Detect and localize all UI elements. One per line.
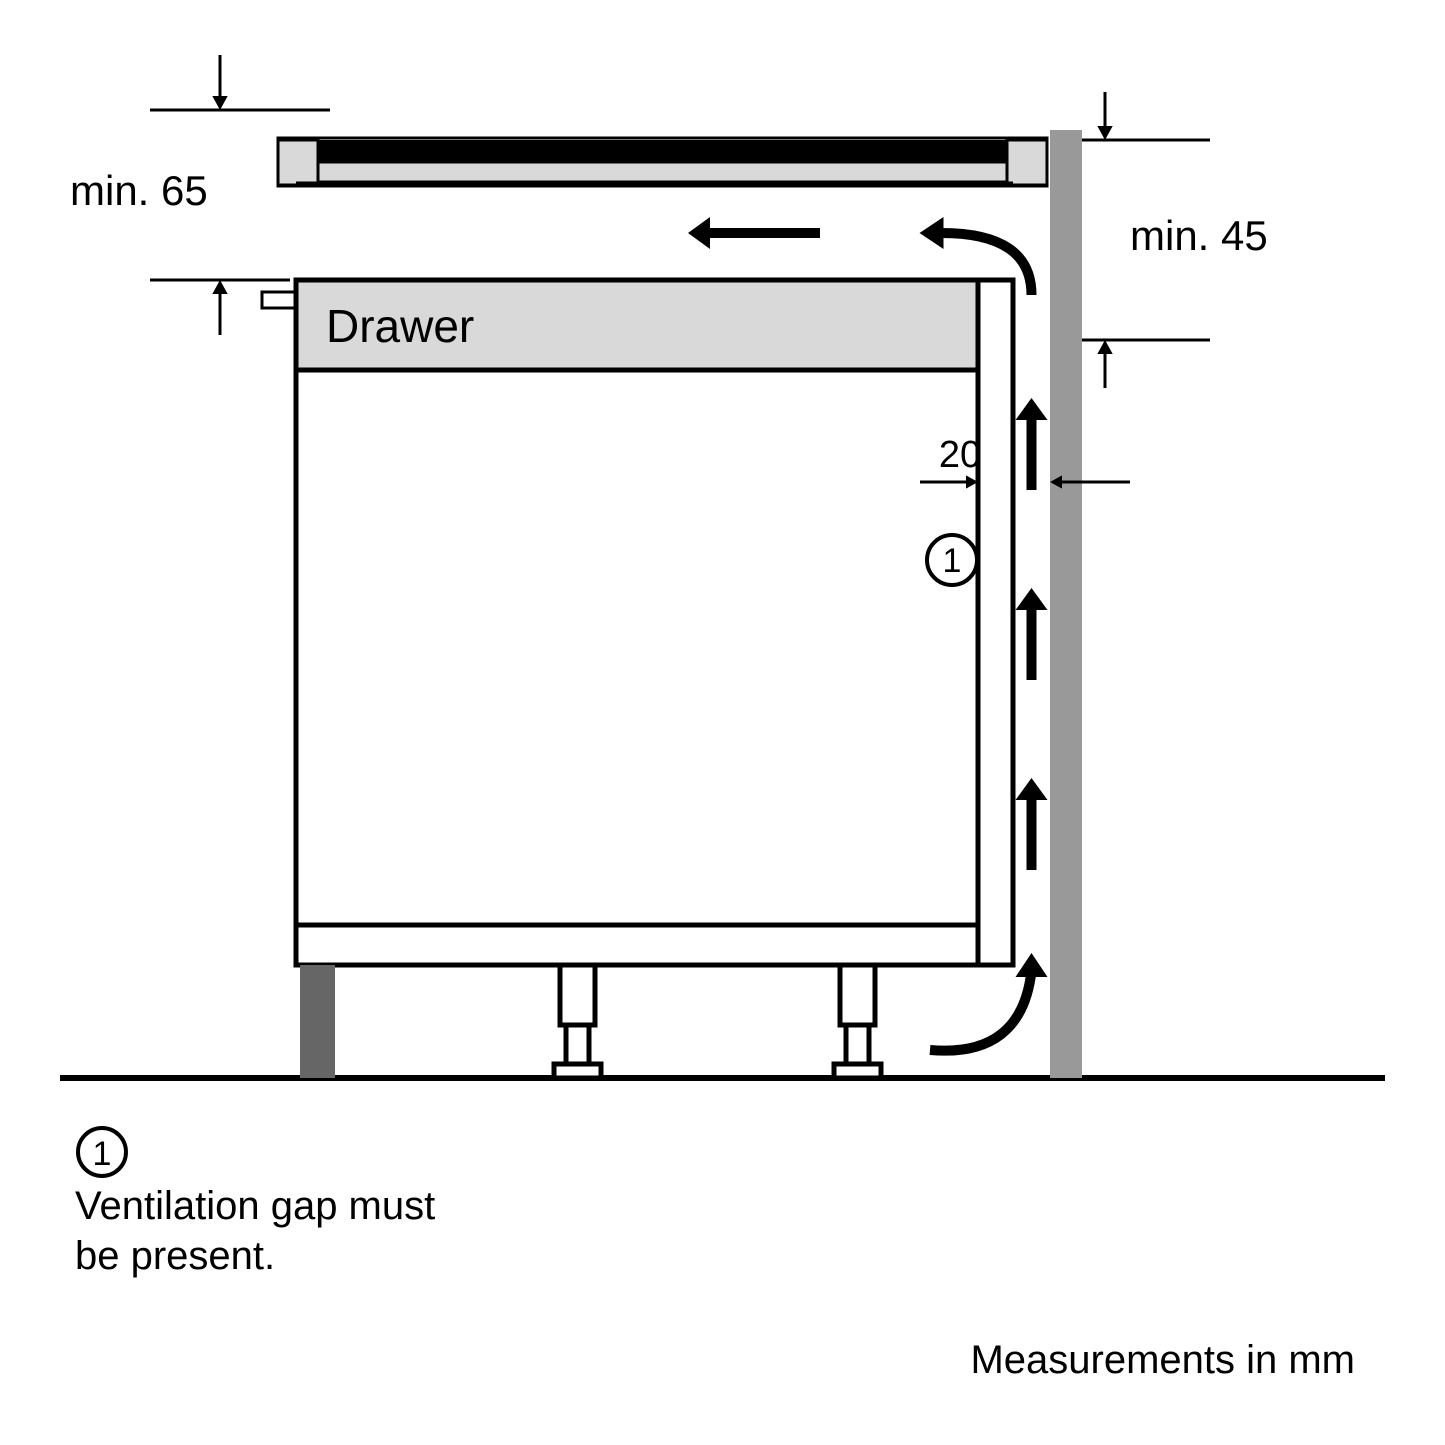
footnote: 1 Ventilation gap must be present. [75, 1125, 435, 1281]
airflow-curve-bottom [930, 971, 1032, 1051]
dim-20: 20 [939, 434, 981, 476]
callout-number: 1 [943, 542, 962, 580]
dim-min65: min. 65 [70, 167, 208, 214]
diagram-canvas: Drawer min. 65 min. 45 20 1 1 Ventilation ga… [0, 0, 1445, 1445]
footnote-number: 1 [93, 1135, 112, 1173]
footnote-line1: Ventilation gap must [75, 1184, 435, 1228]
drawer-label: Drawer [326, 300, 474, 352]
dim-min45: min. 45 [1130, 212, 1268, 259]
footnote-line2: be present. [75, 1234, 275, 1278]
footnote-circle-icon: 1 [75, 1125, 129, 1179]
units-label: Measurements in mm [970, 1335, 1355, 1385]
